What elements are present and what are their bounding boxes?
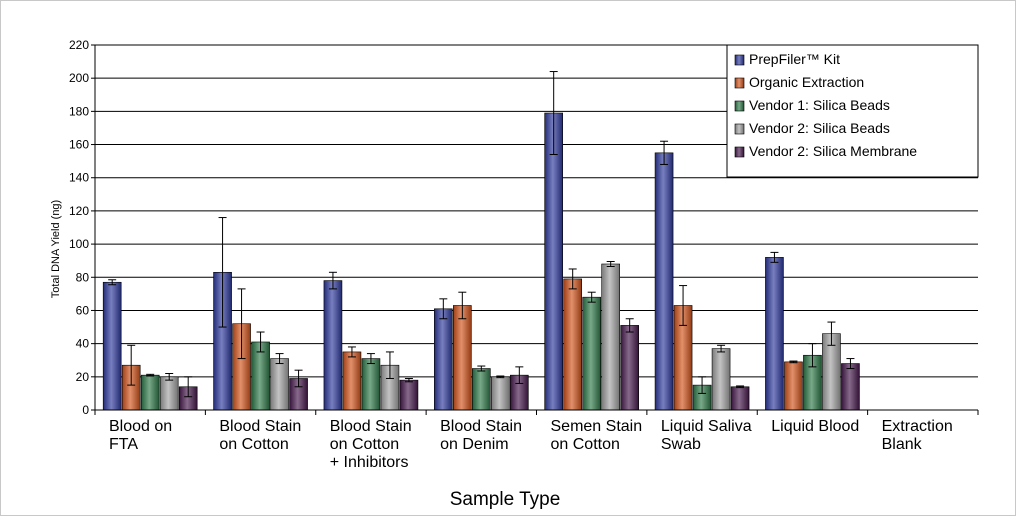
x-tick-label: Blood Stain on Cotton (219, 418, 301, 453)
bar-vendor-2-silica-beads-0 (159, 376, 179, 411)
x-axis-label: Sample Type (450, 489, 561, 510)
x-tick-label: Liquid Blood (771, 418, 859, 435)
bar-prepfiler-kit-4 (544, 112, 563, 411)
x-tick-label: Semen Stain on Cotton (551, 418, 643, 453)
legend-swatch (734, 146, 745, 158)
y-tick-label: 220 (69, 38, 89, 52)
y-tick-label: 40 (76, 337, 90, 351)
bar-prepfiler-kit-6 (765, 257, 784, 411)
bar-organic-extraction-3 (453, 305, 472, 411)
bar-vendor-2-silica-beads-5 (711, 348, 731, 411)
x-tick-label: Extraction Blank (882, 418, 953, 453)
y-tick-label: 180 (69, 104, 89, 118)
y-tick-label: 0 (82, 403, 89, 417)
legend: PrepFiler™ Kit Organic Extraction Vendor 1… (726, 44, 979, 178)
y-tick-label: 160 (69, 138, 89, 152)
bar-vendor-1-silica-beads-2 (361, 358, 381, 411)
bar-vendor-2-silica-membrane-6 (841, 363, 860, 411)
legend-label: Vendor 2: Silica Beads (749, 120, 890, 136)
bar-series (102, 112, 860, 411)
bar-vendor-2-silica-beads-4 (601, 263, 620, 411)
y-tick-label: 200 (69, 71, 89, 85)
bar-vendor-1-silica-beads-3 (472, 368, 491, 411)
legend-swatch (734, 100, 745, 112)
bar-prepfiler-kit-0 (102, 281, 122, 411)
bar-organic-extraction-4 (563, 278, 582, 411)
bar-vendor-2-silica-beads-1 (270, 358, 289, 411)
legend-swatch (734, 54, 745, 66)
axes (94, 45, 979, 415)
legend-label: Vendor 1: Silica Beads (749, 97, 890, 113)
y-tick-label: 100 (69, 237, 89, 251)
bar-prepfiler-kit-2 (323, 280, 343, 411)
bar-vendor-2-silica-beads-3 (491, 376, 510, 411)
bar-prepfiler-kit-3 (434, 308, 453, 411)
legend-label: Vendor 2: Silica Membrane (749, 143, 917, 159)
bar-organic-extraction-6 (784, 361, 803, 411)
legend-swatch (734, 123, 745, 135)
legend-label: Organic Extraction (749, 74, 864, 90)
legend-box (726, 44, 979, 178)
y-axis-label: Total DNA Yield (ng) (50, 200, 62, 298)
bar-vendor-1-silica-beads-4 (582, 296, 601, 411)
y-tick-label: 140 (69, 171, 89, 185)
bar-vendor-2-silica-membrane-5 (730, 386, 750, 411)
y-tick-labels: 0 20 40 60 80 100 120 140 160 180 200 220 (69, 38, 89, 417)
y-tick-label: 60 (76, 303, 90, 317)
error-bars (108, 71, 855, 398)
y-tick-label: 20 (76, 370, 90, 384)
y-tick-label: 120 (69, 204, 89, 218)
y-tick-label: 80 (76, 270, 90, 284)
x-tick-label: Blood Stain on Cotton + Inhibitors (330, 418, 412, 471)
bar-vendor-2-silica-membrane-2 (399, 379, 419, 411)
legend-swatch (734, 77, 745, 89)
bar-vendor-2-silica-membrane-4 (620, 325, 639, 411)
bar-organic-extraction-2 (342, 351, 362, 411)
x-tick-label: Blood Stain on Denim (440, 418, 522, 453)
x-tick-label: Liquid Saliva Swab (661, 418, 752, 453)
x-tick-label: Blood on FTA (109, 418, 172, 453)
legend-label: PrepFiler™ Kit (749, 51, 840, 67)
bar-vendor-1-silica-beads-0 (140, 374, 160, 411)
x-tick-labels: Blood on FTA Blood Stain on Cotton Blood Sta… (109, 418, 953, 471)
bar-prepfiler-kit-5 (654, 152, 674, 411)
